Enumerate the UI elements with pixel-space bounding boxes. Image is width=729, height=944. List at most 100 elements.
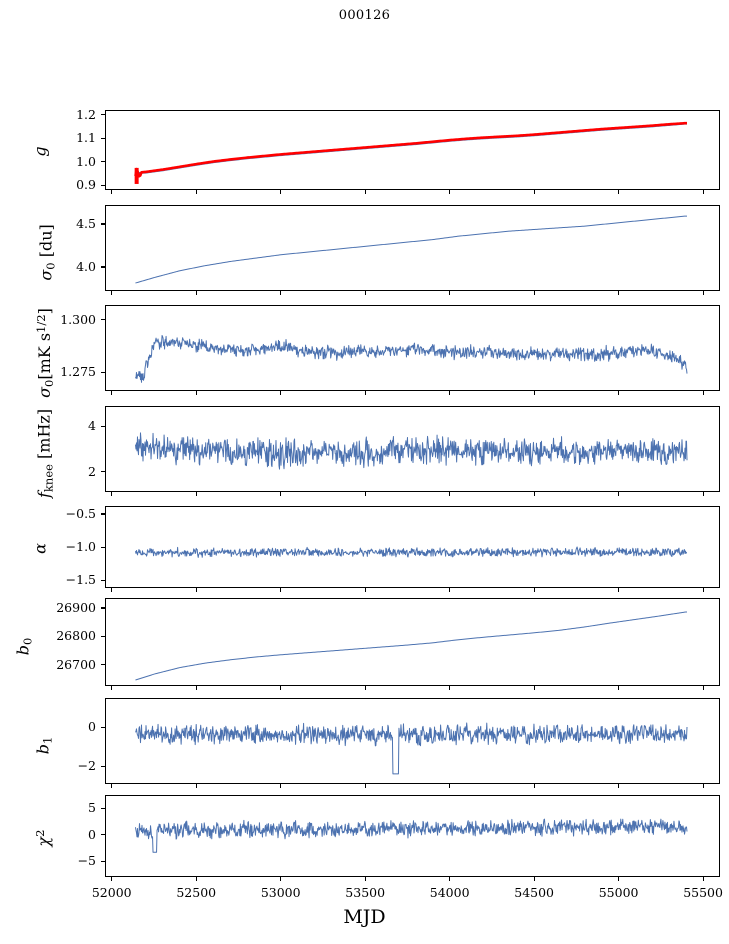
ylabel-b1-sub: 1 bbox=[40, 736, 55, 744]
y-tick-mark bbox=[101, 137, 105, 139]
y-tick-mark bbox=[101, 114, 105, 116]
ylabel-b-glyph-1: b bbox=[33, 743, 53, 755]
x-tick-label: 53500 bbox=[345, 885, 386, 900]
series-b-0 bbox=[135, 612, 687, 680]
ylabel-b-glyph-0: b bbox=[13, 644, 33, 656]
panel-fknee-plot bbox=[106, 407, 719, 491]
panel-b0-plot bbox=[106, 599, 719, 685]
panel-fknee bbox=[105, 406, 720, 492]
y-tick-mark bbox=[101, 834, 105, 836]
y-tick-mark bbox=[101, 807, 105, 809]
x-tick-mark bbox=[533, 190, 535, 194]
x-tick-label: 52000 bbox=[91, 885, 132, 900]
x-tick-mark bbox=[364, 877, 366, 881]
x-tick-mark bbox=[195, 588, 197, 592]
y-tick-label: −2 bbox=[77, 758, 96, 774]
x-tick-mark bbox=[111, 190, 113, 194]
y-tick-label: 0.9 bbox=[76, 177, 96, 193]
x-tick-mark bbox=[195, 784, 197, 788]
x-tick-mark bbox=[702, 877, 704, 881]
y-tick-mark bbox=[101, 765, 105, 767]
x-tick-mark bbox=[702, 291, 704, 295]
y-tick-mark bbox=[101, 664, 105, 666]
x-tick-mark bbox=[618, 291, 620, 295]
panel-b0 bbox=[105, 598, 720, 686]
x-tick-mark bbox=[533, 492, 535, 496]
y-tick-mark bbox=[101, 371, 105, 373]
x-tick-mark bbox=[364, 391, 366, 395]
series-alpha bbox=[135, 547, 687, 557]
x-tick-mark bbox=[449, 391, 451, 395]
x-tick-mark bbox=[533, 291, 535, 295]
y-tick-label: 4 bbox=[88, 418, 96, 434]
y-tick-label: −0.5 bbox=[65, 505, 96, 521]
ylabel-sigma-sub-2: 0 bbox=[42, 379, 57, 387]
y-tick-mark bbox=[101, 513, 105, 515]
x-tick-label: 55000 bbox=[598, 885, 639, 900]
x-tick-mark bbox=[533, 391, 535, 395]
x-tick-mark bbox=[111, 588, 113, 592]
x-tick-mark bbox=[618, 492, 620, 496]
y-tick-mark bbox=[101, 471, 105, 473]
x-tick-mark bbox=[280, 492, 282, 496]
y-tick-mark bbox=[101, 579, 105, 581]
y-tick-mark bbox=[101, 607, 105, 609]
panel-chi2 bbox=[105, 795, 720, 877]
y-tick-label: 4.0 bbox=[76, 258, 96, 274]
x-tick-mark bbox=[195, 291, 197, 295]
x-tick-mark bbox=[111, 291, 113, 295]
y-tick-label: 26900 bbox=[56, 599, 96, 615]
y-tick-label: 26800 bbox=[56, 628, 96, 644]
panel-fknee-ylabel: fknee [mHz] bbox=[35, 388, 56, 518]
y-tick-mark bbox=[101, 161, 105, 163]
panel-sigma0-du-plot bbox=[106, 206, 719, 290]
x-tick-mark bbox=[195, 877, 197, 881]
y-tick-label: −1.0 bbox=[65, 539, 96, 554]
panel-chi2-plot bbox=[106, 796, 719, 876]
y-tick-label: 0 bbox=[88, 719, 96, 735]
x-tick-mark bbox=[533, 686, 535, 690]
figure-title: 000126 bbox=[338, 8, 391, 23]
x-tick-mark bbox=[364, 588, 366, 592]
ylabel-f-glyph: f bbox=[34, 492, 54, 498]
panel-alpha bbox=[105, 506, 720, 588]
y-tick-label: −1.5 bbox=[65, 572, 96, 588]
panel-sigma0-du bbox=[105, 205, 720, 291]
x-tick-mark bbox=[364, 190, 366, 194]
x-tick-mark bbox=[195, 686, 197, 690]
y-tick-label: 2 bbox=[88, 463, 96, 479]
x-tick-mark bbox=[618, 190, 620, 194]
x-tick-mark bbox=[280, 686, 282, 690]
panel-b1-plot bbox=[106, 699, 719, 783]
panel-b0-ylabel: b0 bbox=[14, 624, 35, 668]
x-axis-label: MJD bbox=[343, 906, 386, 928]
x-tick-mark bbox=[702, 784, 704, 788]
y-tick-mark bbox=[101, 266, 105, 268]
x-tick-mark bbox=[364, 784, 366, 788]
x-tick-label: 52500 bbox=[176, 885, 217, 900]
x-tick-mark bbox=[449, 492, 451, 496]
x-tick-mark bbox=[111, 686, 113, 690]
x-tick-mark bbox=[280, 877, 282, 881]
x-tick-mark bbox=[195, 190, 197, 194]
series-sigma-0-mk bbox=[135, 335, 687, 382]
y-tick-label: 1.275 bbox=[60, 364, 96, 380]
x-tick-mark bbox=[449, 190, 451, 194]
x-tick-mark bbox=[195, 391, 197, 395]
x-tick-mark bbox=[618, 877, 620, 881]
y-tick-mark bbox=[101, 223, 105, 225]
y-tick-mark bbox=[101, 726, 105, 728]
series-g-data- bbox=[135, 123, 687, 176]
y-tick-mark bbox=[101, 184, 105, 186]
panel-sigma0-mk-plot bbox=[106, 306, 719, 390]
x-tick-mark bbox=[280, 588, 282, 592]
x-tick-mark bbox=[702, 588, 704, 592]
y-tick-mark bbox=[101, 546, 105, 548]
x-tick-mark bbox=[618, 784, 620, 788]
y-tick-label: −5 bbox=[77, 853, 96, 869]
y-tick-label: 5 bbox=[88, 800, 96, 816]
x-tick-mark bbox=[449, 291, 451, 295]
panel-sigma0-mk bbox=[105, 305, 720, 391]
x-tick-mark bbox=[364, 291, 366, 295]
